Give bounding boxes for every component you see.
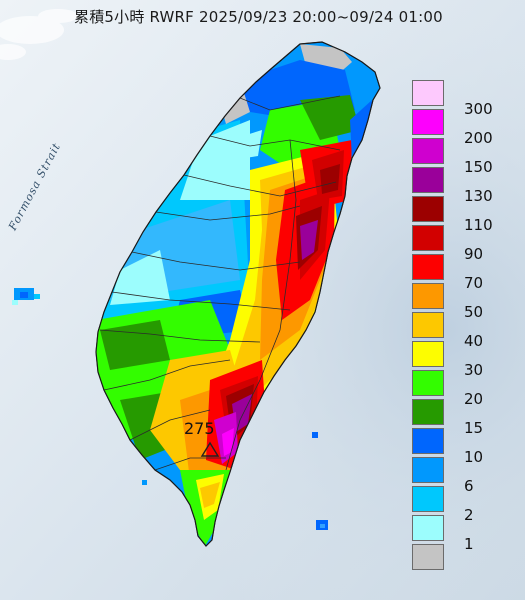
map-title: 累積5小時 RWRF 2025/09/23 20:00~09/24 01:00 xyxy=(74,8,443,26)
legend-label: 300 xyxy=(464,100,493,118)
legend-label: 150 xyxy=(464,158,493,176)
legend-swatch xyxy=(412,544,444,570)
max-triangle-icon xyxy=(200,441,220,457)
legend-label: 110 xyxy=(464,216,493,234)
rainfall-legend: 300 200 150 130 110 90 70 50 40 30 20 15 10 6 2 1 xyxy=(412,78,516,572)
legend-label: 20 xyxy=(464,390,484,408)
legend-swatch xyxy=(412,80,444,106)
legend-label: 2 xyxy=(464,506,474,524)
legend-label: 30 xyxy=(464,361,484,379)
legend-label: 200 xyxy=(464,129,493,147)
legend-swatch xyxy=(412,341,444,367)
legend-label: 90 xyxy=(464,245,484,263)
offshore-echoes xyxy=(12,288,328,530)
legend-swatch xyxy=(412,283,444,309)
legend-label: 10 xyxy=(464,448,484,466)
legend-label: 40 xyxy=(464,332,484,350)
legend-swatch xyxy=(412,225,444,251)
island-outline xyxy=(95,41,381,547)
legend-swatch xyxy=(412,370,444,396)
legend-label: 6 xyxy=(464,477,474,495)
legend-swatch xyxy=(412,109,444,135)
county-boundaries xyxy=(99,95,341,471)
legend-label: 15 xyxy=(464,419,484,437)
legend-swatch xyxy=(412,312,444,338)
legend-swatch xyxy=(412,515,444,541)
max-value-label: 275 xyxy=(184,419,215,438)
legend-label: 70 xyxy=(464,274,484,292)
legend-swatch xyxy=(412,399,444,425)
legend-label: 1 xyxy=(464,535,474,553)
legend-swatch xyxy=(412,167,444,193)
legend-swatch xyxy=(412,254,444,280)
legend-label: 130 xyxy=(464,187,493,205)
legend-swatch xyxy=(412,457,444,483)
cloud-texture xyxy=(0,9,78,60)
legend-swatch xyxy=(412,196,444,222)
legend-swatch xyxy=(412,486,444,512)
legend-swatch xyxy=(412,428,444,454)
legend-swatch xyxy=(412,138,444,164)
legend-label: 50 xyxy=(464,303,484,321)
